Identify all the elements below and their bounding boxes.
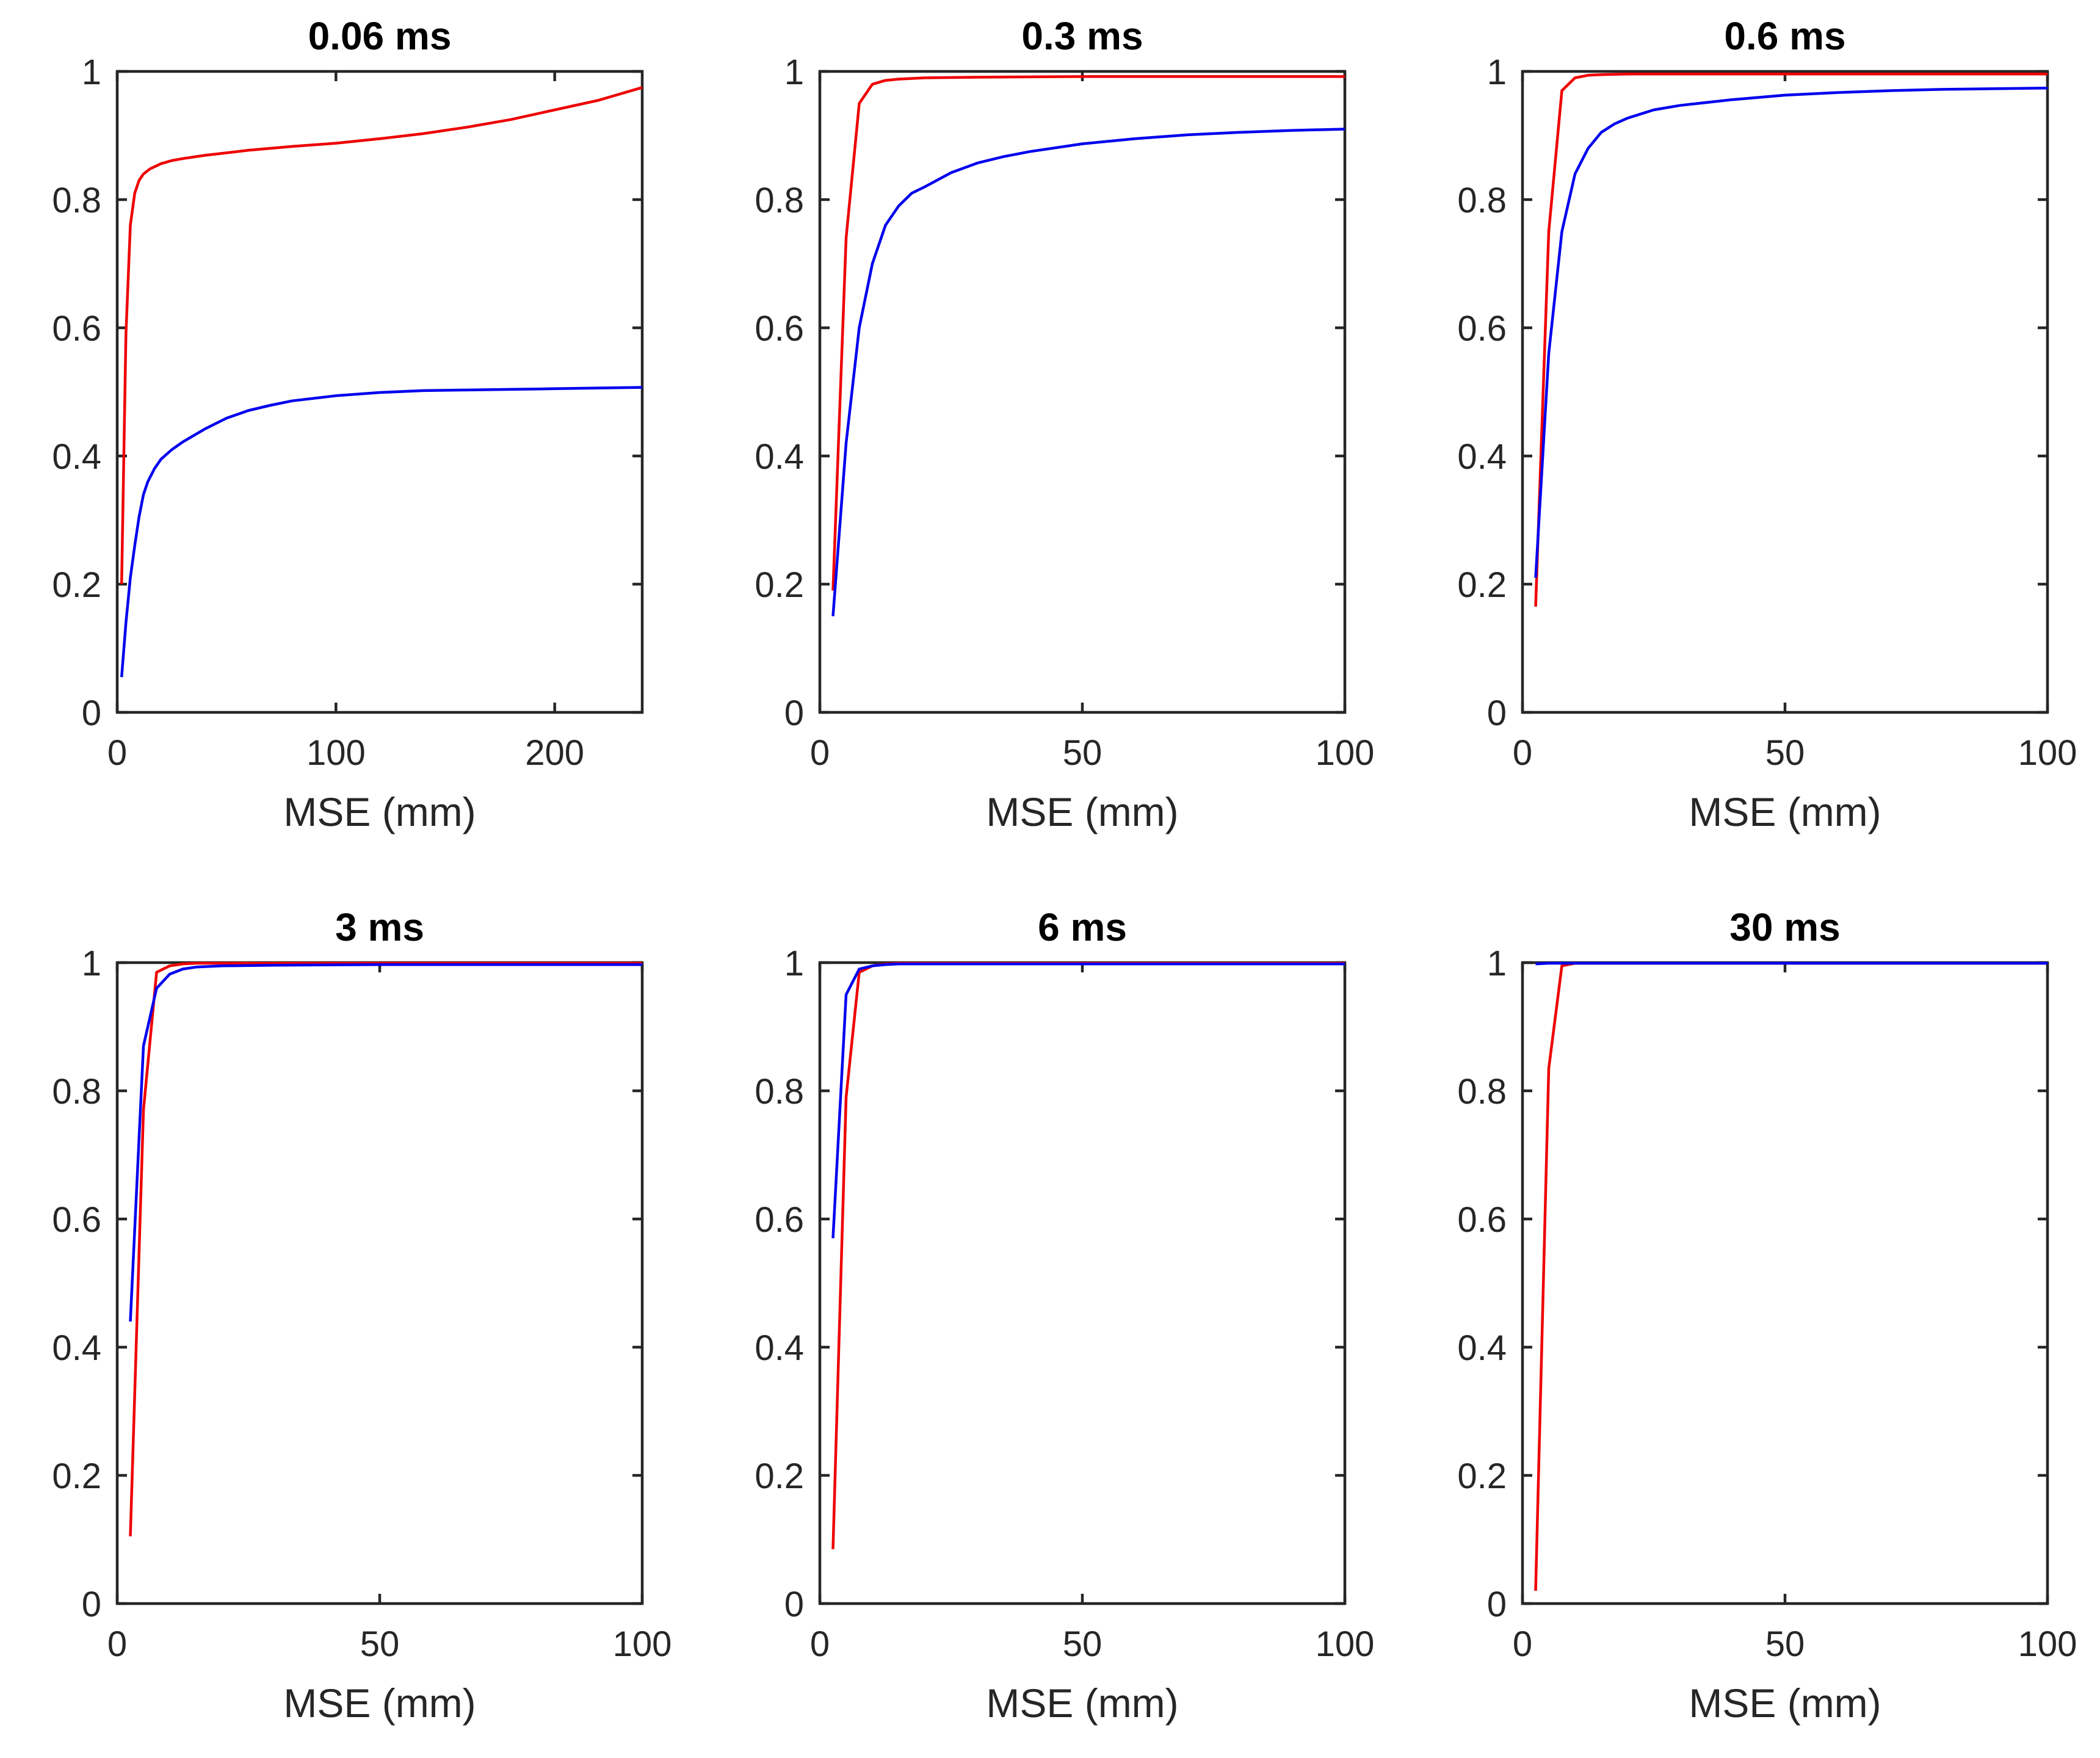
chart-panel-6: 0 50 100 0 0.2 0.4 0.6 0.8 1 30 ms MSE (mm): [1457, 905, 2077, 1726]
y-tick-label: 0.2: [755, 565, 804, 605]
chart-panel-2: 0 50 100 0 0.2 0.4 0.6 0.8 1 0.3 ms MSE (mm): [755, 14, 1374, 834]
x-axis-label: MSE (mm): [283, 789, 476, 834]
series-line-red: [1534, 72, 2048, 607]
y-tick-label: 0.6: [755, 1200, 804, 1240]
x-tick-label: 0: [810, 1624, 830, 1664]
x-tick-label: 100: [2018, 1624, 2077, 1664]
y-tick-label: 1: [784, 52, 804, 92]
x-tick-label: 50: [360, 1624, 400, 1664]
series-line-blue: [1534, 87, 2048, 578]
y-tick-label: 0.4: [52, 1328, 101, 1368]
y-tick-label: 1: [82, 52, 101, 92]
y-tick-label: 0.6: [52, 1200, 101, 1240]
series-line-red: [129, 961, 642, 1536]
x-tick-label: 200: [525, 733, 584, 773]
y-tick-label: 0.2: [755, 1456, 804, 1496]
chart-panel-4: 0 50 100 0 0.2 0.4 0.6 0.8 1 3 ms MSE (mm): [52, 905, 672, 1726]
y-tick-label: 0.8: [52, 181, 101, 220]
x-tick-label: 0: [1513, 1624, 1532, 1664]
plot-area: [1521, 70, 2049, 714]
x-tick-label: 0: [107, 1624, 127, 1664]
x-tick-label: 100: [306, 733, 366, 773]
chart-title: 3 ms: [335, 905, 424, 949]
y-tick-label: 1: [82, 944, 101, 983]
y-tick-label: 0.4: [755, 437, 804, 477]
x-axis-label: MSE (mm): [283, 1680, 476, 1726]
y-tick-label: 0.6: [52, 309, 101, 349]
chart-title: 0.3 ms: [1021, 14, 1143, 58]
x-axis-label: MSE (mm): [1689, 1680, 1881, 1726]
x-tick-label: 0: [107, 733, 127, 773]
x-tick-label: 50: [1765, 733, 1805, 773]
y-tick-label: 0: [1487, 693, 1507, 733]
x-tick-label: 0: [1513, 733, 1532, 773]
y-tick-label: 1: [1487, 52, 1507, 92]
series-line-red: [831, 75, 1345, 591]
y-tick-label: 0: [82, 693, 101, 733]
y-tick-label: 1: [1487, 944, 1507, 983]
x-tick-label: 100: [613, 1624, 672, 1664]
x-tick-label: 0: [810, 733, 830, 773]
chart-title: 0.6 ms: [1724, 14, 1845, 58]
chart-title: 6 ms: [1038, 905, 1127, 949]
x-tick-label: 50: [1063, 1624, 1102, 1664]
y-tick-label: 0.2: [1457, 565, 1507, 605]
x-axis-label: MSE (mm): [986, 1680, 1178, 1726]
y-tick-label: 0.2: [52, 1456, 101, 1496]
y-tick-label: 1: [784, 944, 804, 983]
series-line-blue: [129, 963, 642, 1322]
x-axis-label: MSE (mm): [1689, 789, 1881, 834]
y-tick-label: 0: [784, 1585, 804, 1624]
y-tick-label: 0: [82, 1585, 101, 1624]
y-tick-label: 0.6: [755, 309, 804, 349]
y-tick-label: 0: [1487, 1585, 1507, 1624]
y-tick-label: 0.4: [1457, 1328, 1507, 1368]
series-line-blue: [1535, 961, 2048, 966]
plot-area: [818, 70, 1347, 714]
y-tick-label: 0.4: [1457, 437, 1507, 477]
y-tick-label: 0.8: [755, 1072, 804, 1112]
series-line-blue: [831, 128, 1345, 617]
y-tick-label: 0.2: [52, 565, 101, 605]
y-tick-label: 0.4: [755, 1328, 804, 1368]
y-tick-label: 0.6: [1457, 309, 1507, 349]
series-line-red: [120, 86, 643, 585]
y-tick-label: 0.4: [52, 437, 101, 477]
x-tick-label: 100: [2018, 733, 2077, 773]
x-tick-label: 100: [1316, 733, 1375, 773]
y-tick-label: 0.8: [52, 1072, 101, 1112]
y-tick-label: 0.6: [1457, 1200, 1507, 1240]
plot-area: [1521, 961, 2049, 1605]
chart-panel-3: 0 50 100 0 0.2 0.4 0.6 0.8 1 0.6 ms MSE (mm): [1457, 14, 2077, 834]
y-tick-label: 0.8: [1457, 181, 1507, 220]
series-line-blue: [120, 386, 643, 678]
y-tick-label: 0.8: [755, 181, 804, 220]
y-tick-label: 0.8: [1457, 1072, 1507, 1112]
plot-area: [115, 961, 644, 1605]
x-tick-label: 50: [1765, 1624, 1805, 1664]
x-axis-label: MSE (mm): [986, 789, 1178, 834]
chart-title: 0.06 ms: [308, 14, 452, 58]
plot-area: [818, 961, 1347, 1605]
chart-panel-5: 0 50 100 0 0.2 0.4 0.6 0.8 1 6 ms MSE (mm): [755, 905, 1374, 1726]
chart-title: 30 ms: [1729, 905, 1840, 949]
chart-panel-1: 0 100 200 0 0.2 0.4 0.6 0.8 1 0.06 ms MSE (mm): [52, 14, 644, 834]
y-tick-label: 0.2: [1457, 1456, 1507, 1496]
x-tick-label: 100: [1316, 1624, 1375, 1664]
y-tick-label: 0: [784, 693, 804, 733]
series-line-blue: [831, 962, 1345, 1239]
x-tick-label: 50: [1063, 733, 1102, 773]
